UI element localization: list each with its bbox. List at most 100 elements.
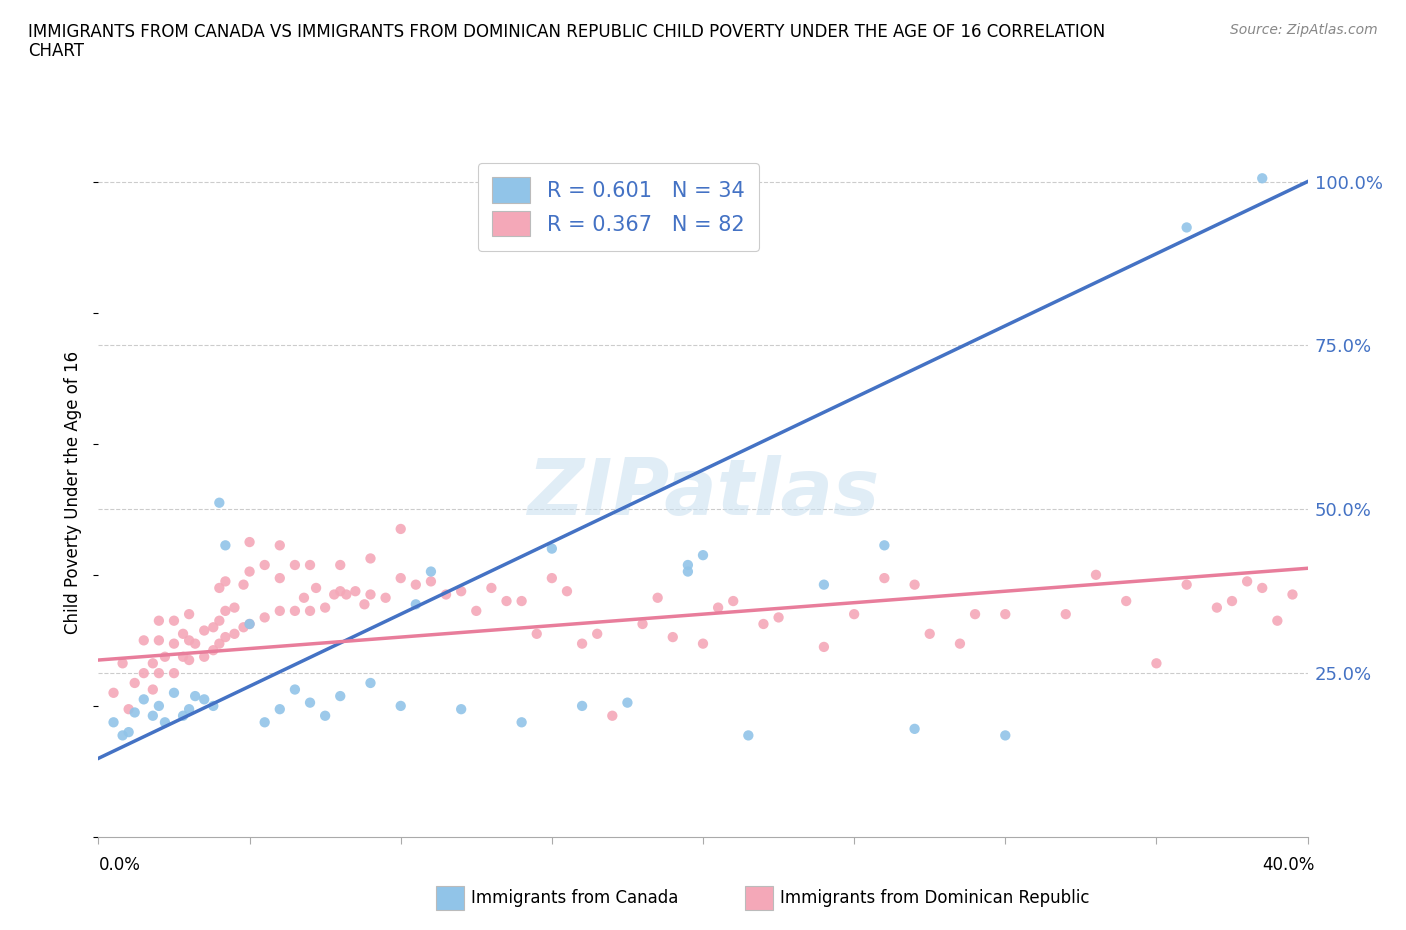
Point <box>179 653 201 668</box>
Point <box>239 617 262 631</box>
Point <box>329 558 352 573</box>
Point <box>374 591 396 605</box>
Point <box>224 600 246 615</box>
Point <box>949 636 972 651</box>
Point <box>389 698 412 713</box>
Point <box>142 709 165 724</box>
Point <box>344 584 367 599</box>
Point <box>202 698 225 713</box>
Point <box>208 496 231 511</box>
Point <box>723 593 745 608</box>
Point <box>214 604 236 618</box>
Point <box>299 604 322 618</box>
Point <box>434 587 457 602</box>
Point <box>299 558 322 573</box>
Point <box>1220 593 1243 608</box>
Point <box>172 649 194 664</box>
Point <box>179 633 201 648</box>
Text: Immigrants from Dominican Republic: Immigrants from Dominican Republic <box>780 889 1090 908</box>
Point <box>616 696 638 711</box>
Point <box>813 640 835 655</box>
Point <box>389 522 412 537</box>
Point <box>360 675 382 690</box>
Point <box>555 584 578 599</box>
Point <box>193 649 215 664</box>
Point <box>647 591 669 605</box>
Point <box>202 643 225 658</box>
Point <box>224 627 246 642</box>
Point <box>662 630 685 644</box>
Text: 40.0%: 40.0% <box>1263 856 1315 873</box>
Point <box>1085 567 1108 582</box>
Point <box>676 565 699 579</box>
Point <box>153 715 176 730</box>
Point <box>214 538 236 552</box>
Point <box>1115 593 1137 608</box>
Point <box>208 613 231 628</box>
Point <box>239 617 262 631</box>
Point <box>335 587 357 602</box>
Point <box>752 617 775 631</box>
Point <box>239 535 262 550</box>
Point <box>420 565 443 579</box>
Point <box>676 558 699 573</box>
Point <box>360 551 382 565</box>
Text: CHART: CHART <box>28 42 84 60</box>
Text: ZIPatlas: ZIPatlas <box>527 455 879 531</box>
Point <box>631 617 654 631</box>
Point <box>692 548 714 563</box>
Point <box>314 709 336 724</box>
Point <box>179 702 201 717</box>
Point <box>111 656 134 671</box>
Point <box>142 656 165 671</box>
Point <box>353 597 375 612</box>
Point <box>1251 580 1274 595</box>
Point <box>292 591 315 605</box>
Point <box>208 636 231 651</box>
Legend: R = 0.601   N = 34, R = 0.367   N = 82: R = 0.601 N = 34, R = 0.367 N = 82 <box>478 163 759 251</box>
Point <box>329 688 352 703</box>
Point <box>707 600 730 615</box>
Point <box>571 698 593 713</box>
Point <box>103 685 125 700</box>
Point <box>540 541 562 556</box>
Point <box>269 538 291 552</box>
Point <box>239 565 262 579</box>
Point <box>148 633 170 648</box>
Point <box>873 571 896 586</box>
Point <box>208 580 231 595</box>
Point <box>481 580 503 595</box>
Point <box>1281 587 1303 602</box>
Point <box>450 702 472 717</box>
Point <box>179 606 201 621</box>
Point <box>918 627 941 642</box>
Point <box>420 574 443 589</box>
Point <box>904 578 927 592</box>
Point <box>692 636 714 651</box>
Point <box>813 578 835 592</box>
Point <box>142 682 165 697</box>
Point <box>214 574 236 589</box>
Point <box>232 578 254 592</box>
Point <box>1267 613 1289 628</box>
Point <box>1144 656 1167 671</box>
Text: IMMIGRANTS FROM CANADA VS IMMIGRANTS FROM DOMINICAN REPUBLIC CHILD POVERTY UNDER: IMMIGRANTS FROM CANADA VS IMMIGRANTS FRO… <box>28 23 1105 41</box>
Point <box>132 633 155 648</box>
Point <box>184 636 207 651</box>
Point <box>163 613 186 628</box>
Point <box>873 538 896 552</box>
Point <box>571 636 593 651</box>
Point <box>103 715 125 730</box>
Point <box>253 558 276 573</box>
Point <box>284 604 307 618</box>
Point <box>405 597 427 612</box>
Point <box>768 610 790 625</box>
Point <box>132 666 155 681</box>
Point <box>526 627 548 642</box>
Point <box>148 698 170 713</box>
Point <box>360 587 382 602</box>
Point <box>389 571 412 586</box>
Point <box>163 666 186 681</box>
Point <box>172 709 194 724</box>
Point <box>540 571 562 586</box>
